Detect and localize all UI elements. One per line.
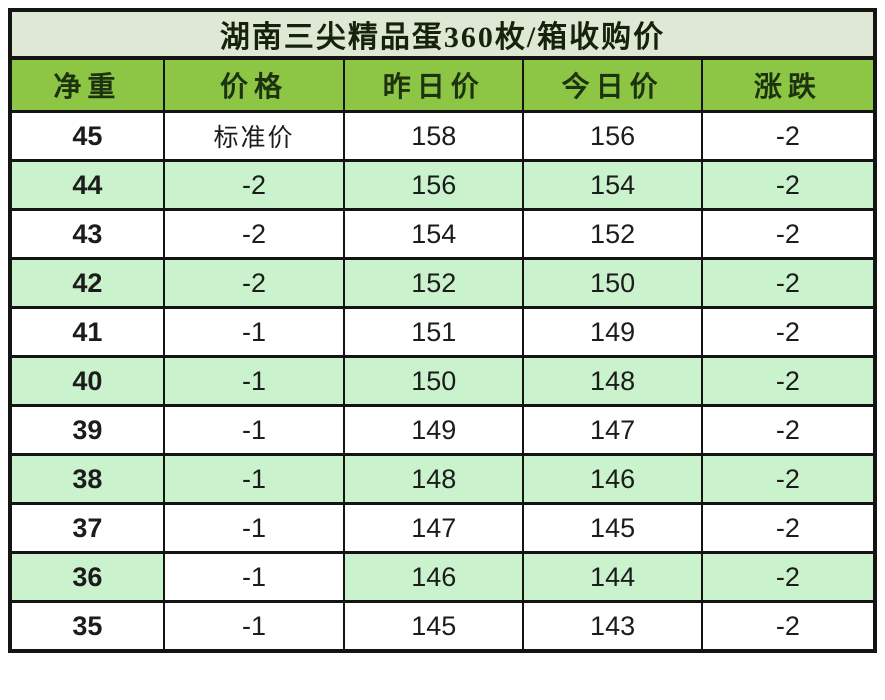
cell-yesterday-price: 156 (343, 159, 525, 211)
cell-yesterday-price: 154 (343, 208, 525, 260)
col-header-net-weight: 净重 (9, 56, 165, 113)
table-row: 44 -2 156 154 -2 (9, 159, 877, 211)
cell-today-price: 156 (522, 110, 703, 162)
cell-price: -1 (162, 600, 346, 653)
cell-change: -2 (700, 208, 877, 260)
cell-change: -2 (700, 306, 877, 358)
price-table: 湖南三尖精品蛋360枚/箱收购价 净重 价格 昨日价 今日价 涨跌 45 标准价 158 15… (8, 8, 877, 653)
cell-today-price: 143 (522, 600, 703, 653)
cell-price: -1 (162, 551, 346, 603)
cell-yesterday-price: 152 (343, 257, 525, 309)
cell-change: -2 (700, 257, 877, 309)
cell-yesterday-price: 151 (343, 306, 525, 358)
table-row: 37 -1 147 145 -2 (9, 502, 877, 554)
cell-yesterday-price: 158 (343, 110, 525, 162)
table-row: 40 -1 150 148 -2 (9, 355, 877, 407)
cell-yesterday-price: 145 (343, 600, 525, 653)
cell-yesterday-price: 146 (343, 551, 525, 603)
cell-change: -2 (700, 600, 877, 653)
cell-today-price: 149 (522, 306, 703, 358)
cell-change: -2 (700, 404, 877, 456)
col-header-yesterday-price: 昨日价 (343, 56, 525, 113)
cell-today-price: 145 (522, 502, 703, 554)
cell-net-weight: 42 (9, 257, 165, 309)
cell-price: -1 (162, 404, 346, 456)
table-row: 42 -2 152 150 -2 (9, 257, 877, 309)
cell-net-weight: 39 (9, 404, 165, 456)
col-header-today-price: 今日价 (522, 56, 703, 113)
cell-price: -2 (162, 159, 346, 211)
cell-net-weight: 35 (9, 600, 165, 653)
cell-price: -1 (162, 453, 346, 505)
cell-price: -2 (162, 208, 346, 260)
cell-today-price: 152 (522, 208, 703, 260)
table-row: 36 -1 146 144 -2 (9, 551, 877, 603)
cell-price: -1 (162, 306, 346, 358)
table-row: 43 -2 154 152 -2 (9, 208, 877, 260)
cell-price: 标准价 (162, 110, 346, 162)
cell-net-weight: 43 (9, 208, 165, 260)
cell-net-weight: 36 (9, 551, 165, 603)
table-row: 45 标准价 158 156 -2 (9, 110, 877, 162)
cell-net-weight: 41 (9, 306, 165, 358)
cell-change: -2 (700, 110, 877, 162)
cell-yesterday-price: 150 (343, 355, 525, 407)
cell-net-weight: 38 (9, 453, 165, 505)
table-body: 45 标准价 158 156 -2 44 -2 156 154 -2 43 -2 154 152 -2 42-… (9, 110, 877, 653)
title-row: 湖南三尖精品蛋360枚/箱收购价 (9, 8, 876, 60)
col-header-change: 涨跌 (700, 56, 877, 113)
cell-price: -1 (162, 502, 346, 554)
cell-change: -2 (700, 551, 877, 603)
cell-today-price: 147 (522, 404, 703, 456)
table-title: 湖南三尖精品蛋360枚/箱收购价 (9, 8, 876, 60)
cell-today-price: 148 (522, 355, 703, 407)
table-row: 38 -1 148 146 -2 (9, 453, 877, 505)
cell-yesterday-price: 149 (343, 404, 525, 456)
cell-net-weight: 44 (9, 159, 165, 211)
cell-yesterday-price: 148 (343, 453, 525, 505)
cell-change: -2 (700, 502, 877, 554)
cell-net-weight: 45 (9, 110, 165, 162)
cell-net-weight: 40 (9, 355, 165, 407)
cell-net-weight: 37 (9, 502, 165, 554)
col-header-price: 价格 (162, 56, 346, 113)
cell-price: -2 (162, 257, 346, 309)
column-header-row: 净重 价格 昨日价 今日价 涨跌 (9, 56, 877, 113)
cell-today-price: 150 (522, 257, 703, 309)
table-row: 41 -1 151 149 -2 (9, 306, 877, 358)
cell-change: -2 (700, 355, 877, 407)
table-row: 39 -1 149 147 -2 (9, 404, 877, 456)
cell-change: -2 (700, 159, 877, 211)
cell-yesterday-price: 147 (343, 502, 525, 554)
table-row: 35 -1 145 143 -2 (9, 600, 877, 653)
cell-today-price: 144 (522, 551, 703, 603)
cell-today-price: 154 (522, 159, 703, 211)
cell-today-price: 146 (522, 453, 703, 505)
cell-change: -2 (700, 453, 877, 505)
cell-price: -1 (162, 355, 346, 407)
